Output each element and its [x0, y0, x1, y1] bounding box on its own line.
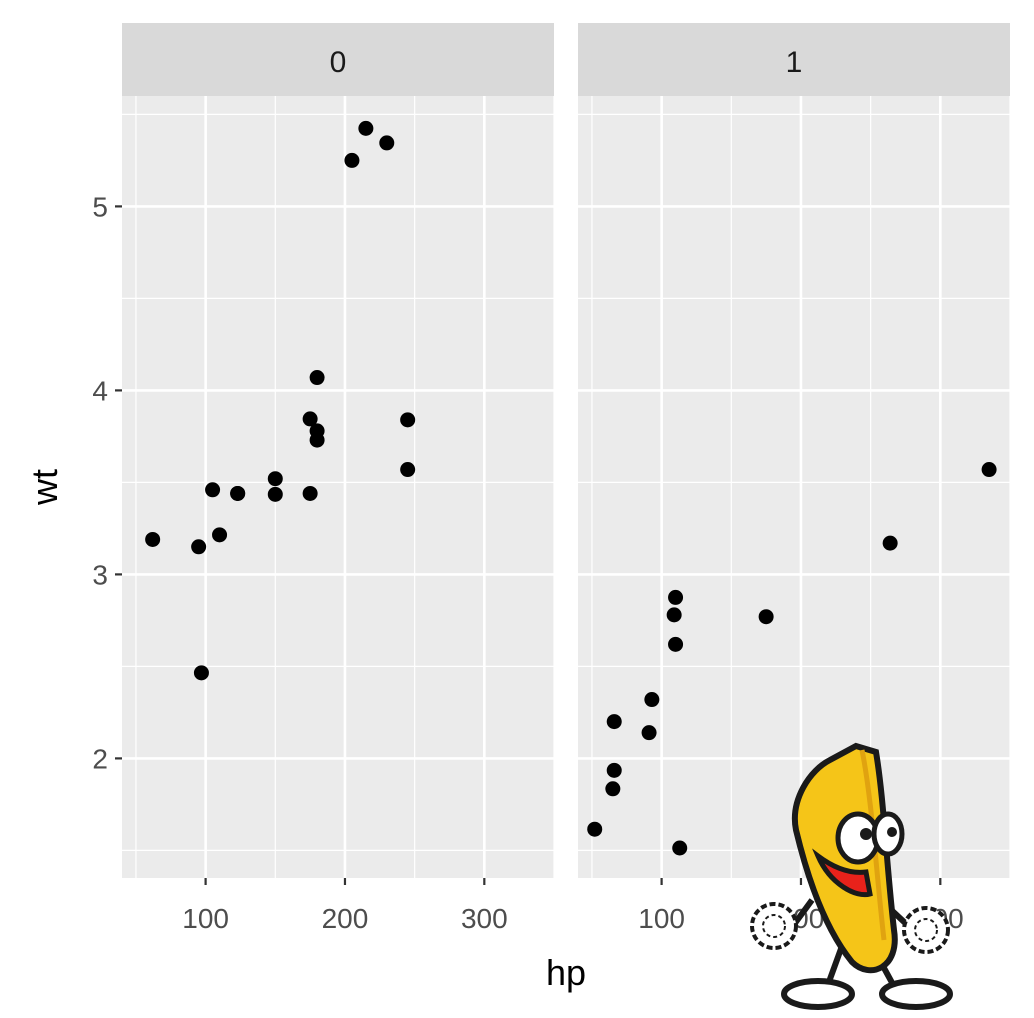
data-point: [344, 152, 360, 168]
y-axis-title: wt: [24, 469, 65, 506]
data-point: [644, 692, 660, 708]
x-axis-title: hp: [546, 952, 586, 993]
y-tick-label: 2: [92, 743, 108, 774]
data-point: [309, 423, 325, 439]
facet-strip-label: 0: [330, 46, 347, 79]
data-point: [606, 762, 622, 778]
x-tick-label: 100: [638, 903, 685, 934]
data-point: [302, 485, 318, 501]
data-point: [672, 840, 688, 856]
facet-strip-label: 1: [786, 46, 803, 79]
data-point: [267, 471, 283, 487]
data-point: [145, 531, 161, 547]
data-point: [641, 725, 657, 741]
gridlines: [122, 96, 554, 878]
data-point: [267, 486, 283, 502]
data-point: [309, 370, 325, 386]
x-tick-label: 100: [182, 903, 229, 934]
y-tick-label: 5: [92, 191, 108, 222]
facet-panel-1: 1: [578, 23, 1010, 878]
right-shoe-icon: [879, 978, 953, 1010]
facet-strip: [122, 23, 554, 96]
data-point: [400, 412, 416, 428]
facet-panel-0: 0: [122, 23, 554, 878]
banana-mouth-icon: [812, 848, 873, 898]
data-point: [212, 527, 228, 543]
data-point: [587, 821, 603, 837]
data-point: [668, 636, 684, 652]
data-point: [400, 462, 416, 478]
x-tick-label: 300: [461, 903, 508, 934]
left-shoe-icon: [781, 978, 855, 1010]
y-tick-label: 4: [92, 375, 108, 406]
data-point: [205, 482, 221, 498]
data-point: [302, 411, 318, 427]
right-pompom-icon: [902, 906, 950, 954]
data-point: [605, 781, 621, 797]
data-point: [981, 462, 997, 478]
data-point: [379, 135, 395, 151]
data-point: [758, 609, 774, 625]
data-point: [230, 485, 246, 501]
data-point: [882, 535, 898, 551]
data-point: [358, 120, 374, 136]
data-point: [606, 714, 622, 730]
facet-strip: [578, 23, 1010, 96]
panel-background: [122, 96, 554, 878]
points-layer: [587, 462, 997, 856]
points-layer: [145, 120, 416, 681]
data-point: [191, 539, 207, 555]
y-tick-label: 3: [92, 559, 108, 590]
data-point: [193, 665, 209, 681]
panel-background: [578, 96, 1010, 878]
data-point: [668, 589, 684, 605]
left-pompom-icon: [750, 902, 798, 950]
x-tick-label: 200: [322, 903, 369, 934]
dancing-banana-sticker: [750, 742, 953, 1010]
data-point: [666, 607, 682, 623]
